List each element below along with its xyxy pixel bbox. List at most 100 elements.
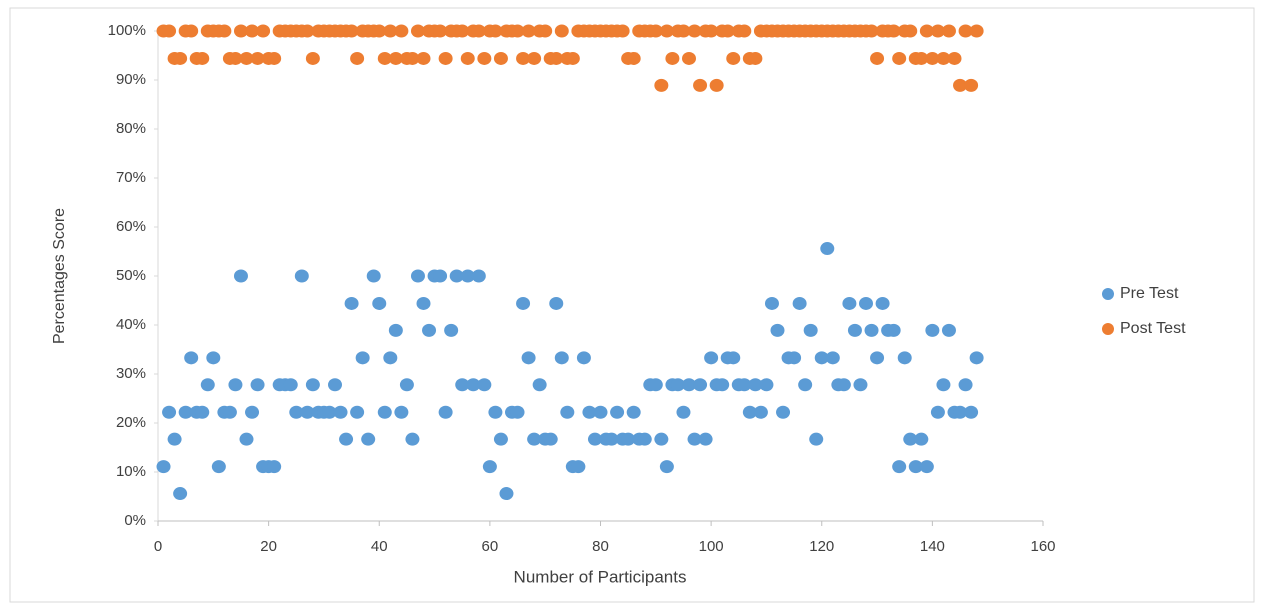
point (543, 432, 558, 446)
point (549, 51, 564, 65)
point (958, 24, 973, 38)
point (510, 405, 525, 419)
point (410, 24, 425, 38)
legend-label: Post Test (1120, 320, 1186, 337)
point (925, 323, 940, 337)
point (593, 405, 608, 419)
point (682, 51, 696, 65)
point (228, 378, 243, 392)
point (350, 51, 365, 65)
point (532, 378, 547, 392)
point (842, 296, 857, 310)
point (405, 432, 420, 446)
legend-marker (1102, 323, 1114, 335)
point (720, 24, 735, 38)
point (748, 378, 763, 392)
point (886, 24, 901, 38)
point (676, 24, 691, 38)
point (195, 405, 210, 419)
point (388, 51, 403, 65)
x-tick-label: 120 (809, 538, 834, 555)
point (665, 51, 680, 65)
point (178, 405, 193, 419)
y-tick-label: 20% (116, 414, 146, 431)
legend-marker (1102, 288, 1114, 300)
point (742, 405, 757, 419)
point (438, 405, 453, 419)
point (156, 460, 171, 474)
point (626, 51, 641, 65)
point (964, 405, 979, 419)
point (267, 51, 282, 65)
point (350, 405, 365, 419)
point (859, 296, 873, 310)
point (300, 405, 315, 419)
point (610, 405, 625, 419)
point (941, 323, 956, 337)
point (764, 296, 779, 310)
point (250, 378, 265, 392)
point (759, 378, 774, 392)
point (687, 24, 702, 38)
point (687, 432, 702, 446)
point (621, 432, 636, 446)
point (233, 269, 248, 283)
point (809, 432, 824, 446)
point (753, 405, 768, 419)
point (704, 24, 719, 38)
y-tick-label: 80% (116, 120, 146, 137)
point (953, 405, 968, 419)
point (969, 351, 984, 365)
point (604, 432, 619, 446)
point (870, 51, 885, 65)
point (538, 24, 553, 38)
point (416, 296, 431, 310)
point (737, 378, 752, 392)
point (394, 24, 409, 38)
y-tick-label: 90% (116, 71, 146, 88)
point (372, 296, 387, 310)
point (554, 24, 569, 38)
point (405, 51, 420, 65)
point (648, 378, 663, 392)
point (930, 24, 945, 38)
point (217, 24, 232, 38)
point (471, 24, 486, 38)
point (438, 51, 453, 65)
point (410, 269, 425, 283)
point (549, 296, 564, 310)
point (715, 378, 730, 392)
point (388, 323, 403, 337)
point (870, 351, 885, 365)
point (726, 51, 741, 65)
point (460, 269, 475, 283)
point (875, 296, 890, 310)
point (383, 351, 398, 365)
point (941, 24, 956, 38)
point (256, 24, 271, 38)
point (892, 51, 907, 65)
point (344, 296, 359, 310)
point (493, 51, 508, 65)
point (914, 432, 929, 446)
point (289, 405, 304, 419)
point (477, 51, 492, 65)
point (322, 405, 337, 419)
point (267, 460, 282, 474)
point (200, 378, 215, 392)
point (167, 432, 182, 446)
point (195, 51, 210, 65)
point (654, 432, 669, 446)
point (433, 24, 448, 38)
point (239, 51, 254, 65)
point (184, 24, 199, 38)
point (173, 51, 188, 65)
x-tick-label: 80 (592, 538, 609, 555)
point (245, 405, 260, 419)
point (565, 51, 580, 65)
point (228, 51, 243, 65)
x-tick-label: 160 (1030, 538, 1055, 555)
point (571, 460, 586, 474)
point (466, 378, 481, 392)
point (211, 460, 226, 474)
